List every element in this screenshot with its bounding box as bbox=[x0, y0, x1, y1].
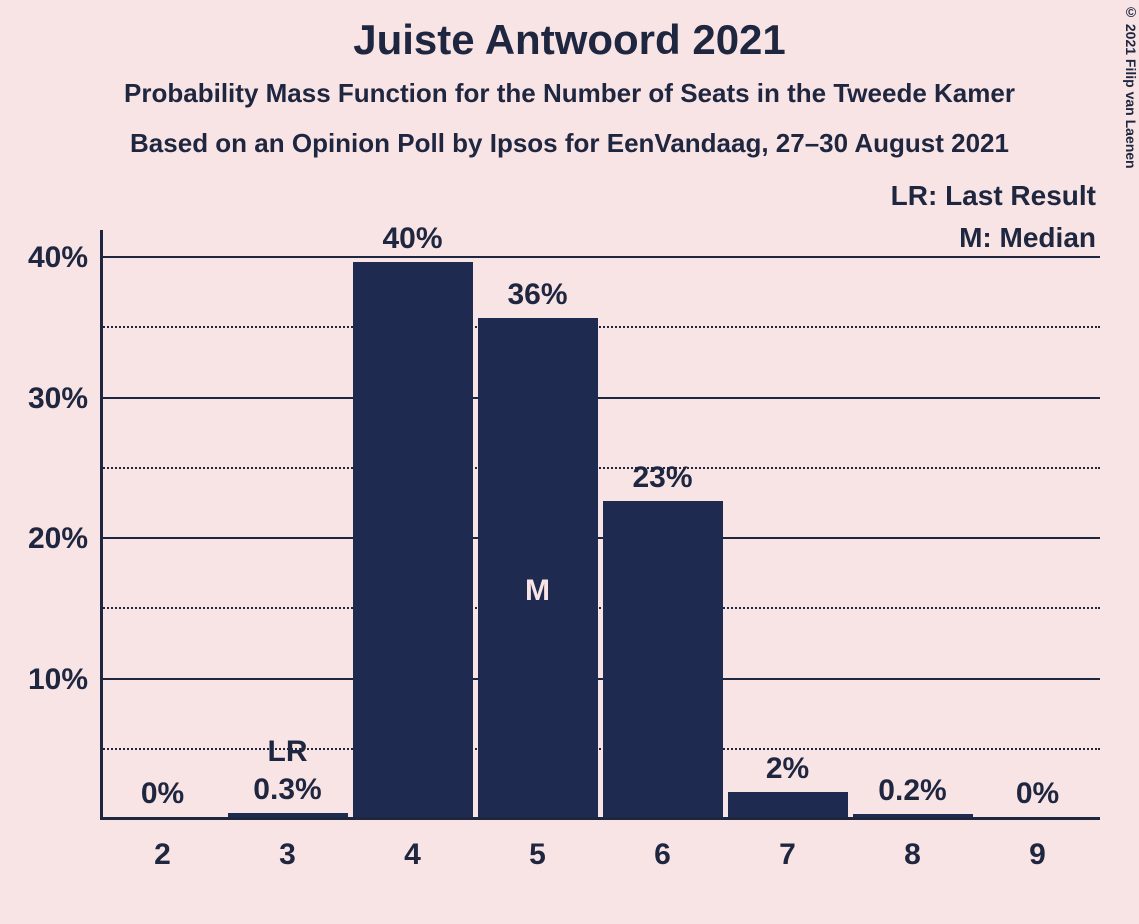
gridline-minor bbox=[100, 748, 1100, 750]
median-marker: M bbox=[525, 574, 550, 608]
legend-m: M: Median bbox=[959, 222, 1096, 254]
y-tick-label: 20% bbox=[28, 522, 88, 556]
chart-subtitle-2: Based on an Opinion Poll by Ipsos for Ee… bbox=[0, 128, 1139, 159]
x-tick-label: 9 bbox=[1029, 838, 1046, 872]
bar-value-label: 40% bbox=[382, 222, 442, 256]
gridline-major bbox=[100, 537, 1100, 539]
bar-value-label: 0% bbox=[141, 777, 184, 811]
y-axis bbox=[100, 230, 103, 820]
y-tick-label: 40% bbox=[28, 241, 88, 275]
legend-lr: LR: Last Result bbox=[891, 180, 1096, 212]
x-axis bbox=[100, 817, 1100, 820]
bar: 23% bbox=[603, 501, 723, 817]
bar-value-label: 0.2% bbox=[878, 774, 946, 808]
x-tick-label: 6 bbox=[654, 838, 671, 872]
bar-value-label: 36% bbox=[507, 278, 567, 312]
gridline-major bbox=[100, 397, 1100, 399]
bar-rect bbox=[353, 262, 473, 817]
y-tick-label: 10% bbox=[28, 663, 88, 697]
gridline-minor bbox=[100, 467, 1100, 469]
last-result-marker: LR bbox=[268, 735, 308, 769]
chart-plot-area: 10%20%30%40%0%20.3%LR340%436%M523%62%70.… bbox=[100, 230, 1100, 820]
x-tick-label: 5 bbox=[529, 838, 546, 872]
chart-canvas: Juiste Antwoord 2021 Probability Mass Fu… bbox=[0, 0, 1139, 924]
x-tick-label: 8 bbox=[904, 838, 921, 872]
bar-value-label: 23% bbox=[632, 461, 692, 495]
y-tick-label: 30% bbox=[28, 382, 88, 416]
gridline-minor bbox=[100, 607, 1100, 609]
bar-value-label: 0.3% bbox=[253, 773, 321, 807]
x-tick-label: 7 bbox=[779, 838, 796, 872]
bar-rect bbox=[603, 501, 723, 817]
x-tick-label: 4 bbox=[404, 838, 421, 872]
gridline-minor bbox=[100, 326, 1100, 328]
bar-value-label: 0% bbox=[1016, 777, 1059, 811]
bar: 2% bbox=[728, 792, 848, 817]
x-tick-label: 3 bbox=[279, 838, 296, 872]
copyright-label: © 2021 Filip van Laenen bbox=[1123, 4, 1139, 169]
bar-rect bbox=[478, 318, 598, 817]
bar-value-label: 2% bbox=[766, 752, 809, 786]
gridline-major bbox=[100, 678, 1100, 680]
x-tick-label: 2 bbox=[154, 838, 171, 872]
bar: 40% bbox=[353, 262, 473, 817]
bar: 36%M bbox=[478, 318, 598, 817]
chart-title: Juiste Antwoord 2021 bbox=[0, 16, 1139, 64]
bar-rect bbox=[728, 792, 848, 817]
gridline-major bbox=[100, 256, 1100, 258]
chart-subtitle-1: Probability Mass Function for the Number… bbox=[0, 78, 1139, 109]
